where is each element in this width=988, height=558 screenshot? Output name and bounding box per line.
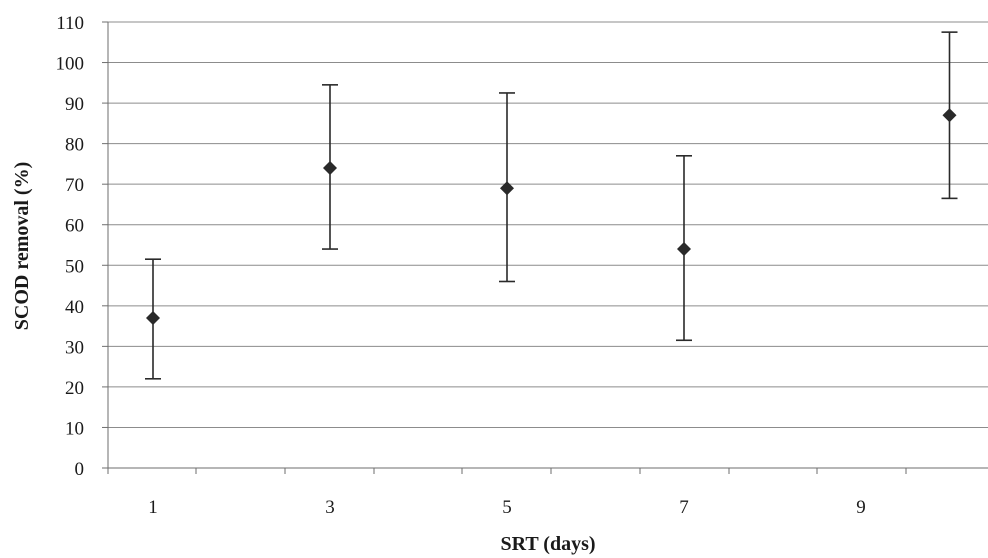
- y-tick-label: 10: [65, 418, 84, 439]
- x-axis-title: SRT (days): [500, 533, 595, 555]
- data-point-marker: [323, 160, 337, 175]
- gridlines: [108, 21, 988, 428]
- y-tick-label: 90: [65, 94, 84, 115]
- error-bars: [145, 31, 958, 380]
- y-tick-label: 60: [65, 216, 84, 237]
- x-tick-label: 1: [148, 497, 158, 518]
- data-point-marker: [146, 310, 160, 325]
- x-tick-label: 7: [679, 497, 689, 518]
- axes: [102, 21, 988, 474]
- data-point-marker: [677, 242, 691, 257]
- x-tick-label: 3: [325, 497, 335, 518]
- x-tick-labels: 1 3 5 7 9: [148, 497, 866, 518]
- y-tick-label: 0: [75, 459, 85, 480]
- y-tick-label: 50: [65, 256, 84, 277]
- data-point-marker: [500, 181, 514, 196]
- x-tick-label: 9: [856, 497, 866, 518]
- data-point-marker: [942, 108, 957, 123]
- data-points: [146, 108, 957, 325]
- y-tick-label: 40: [65, 297, 84, 318]
- y-tick-label: 110: [56, 13, 84, 34]
- y-tick-label: 100: [56, 54, 85, 75]
- y-axis-title: SCOD removal (%): [11, 162, 33, 331]
- y-tick-label: 80: [65, 135, 84, 156]
- x-tick-label: 5: [502, 497, 512, 518]
- y-tick-label: 20: [65, 378, 84, 399]
- y-tick-label: 70: [65, 175, 84, 196]
- y-tick-labels: 0 10 20 30 40 50 60 70 80 90 100 110: [56, 13, 85, 480]
- y-tick-label: 30: [65, 337, 84, 358]
